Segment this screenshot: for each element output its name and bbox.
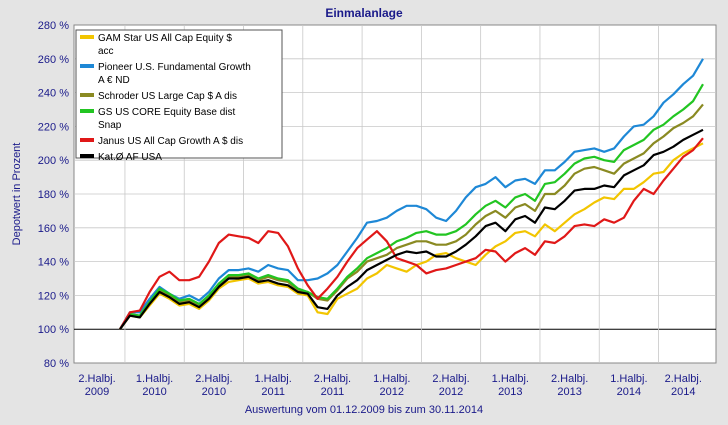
x-tick-label: 2.Halbj.: [432, 373, 469, 385]
x-tick-label: 2014: [617, 386, 641, 398]
x-tick-label: 2013: [557, 386, 581, 398]
legend-label: Schroder US Large Cap $ A dis: [98, 91, 237, 102]
x-tick-label: 1.Halbj.: [136, 373, 173, 385]
x-tick-label: 2.Halbj.: [195, 373, 232, 385]
x-tick-label: 1.Halbj.: [610, 373, 647, 385]
series-line: [119, 58, 704, 330]
series-line: [119, 137, 704, 330]
legend-label: GAM Star US All Cap Equity $ acc: [98, 33, 232, 57]
x-tick-label: 1.Halbj.: [373, 373, 410, 385]
x-tick-label: 2.Halbj.: [551, 373, 588, 385]
footer-note: Auswertung vom 01.12.2009 bis zum 30.11.…: [245, 404, 483, 416]
y-tick-label: 120 %: [38, 290, 69, 302]
y-tick-label: 200 %: [38, 155, 69, 167]
y-tick-label: 180 %: [38, 189, 69, 201]
x-tick-label: 2.Halbj.: [78, 373, 115, 385]
x-tick-label: 2011: [261, 386, 285, 398]
chart-title: Einmalanlage: [325, 6, 403, 20]
legend: GAM Star US All Cap Equity $ acc Pioneer U…: [75, 29, 283, 163]
x-tick-label: 2.Halbj.: [314, 373, 351, 385]
x-tick-labels: 2.Halbj.20091.Halbj.20102.Halbj.20101.Ha…: [78, 373, 702, 398]
x-tick-label: 2.Halbj.: [665, 373, 702, 385]
series-line: [119, 83, 704, 330]
x-tick-label: 2013: [498, 386, 522, 398]
legend-label: Pioneer U.S. Fundamental Growth A € ND: [98, 62, 251, 86]
y-tick-label: 100 %: [38, 324, 69, 336]
legend-label: GS US CORE Equity Base dist Snap: [98, 107, 235, 131]
x-tick-label: 2014: [671, 386, 695, 398]
x-tick-label: 1.Halbj.: [492, 373, 529, 385]
x-tick-label: 2012: [379, 386, 403, 398]
legend-label: Janus US All Cap Growth A $ dis: [98, 136, 243, 147]
legend-box: [75, 29, 283, 159]
y-tick-label: 280 %: [38, 20, 69, 32]
x-tick-label: 2012: [439, 386, 463, 398]
x-tick-label: 2011: [321, 386, 345, 398]
y-tick-labels: 80 % 100 % 120 % 140 % 160 % 180 % 200 % 220 % 2…: [38, 20, 69, 370]
x-tick-label: 1.Halbj.: [255, 373, 292, 385]
series-lines: [119, 58, 704, 330]
series-line: [119, 128, 704, 330]
y-tick-label: 140 %: [38, 257, 69, 269]
legend-label: Kat.Ø AF USA: [98, 152, 162, 163]
y-axis-label: Depotwert in Prozent: [11, 143, 23, 246]
y-tick-label: 80 %: [44, 358, 69, 370]
x-tick-label: 2010: [202, 386, 226, 398]
y-tick-label: 160 %: [38, 223, 69, 235]
y-tick-label: 240 %: [38, 88, 69, 100]
y-tick-label: 260 %: [38, 54, 69, 66]
x-tick-label: 2010: [142, 386, 166, 398]
x-tick-label: 2009: [85, 386, 109, 398]
y-tick-label: 220 %: [38, 121, 69, 133]
